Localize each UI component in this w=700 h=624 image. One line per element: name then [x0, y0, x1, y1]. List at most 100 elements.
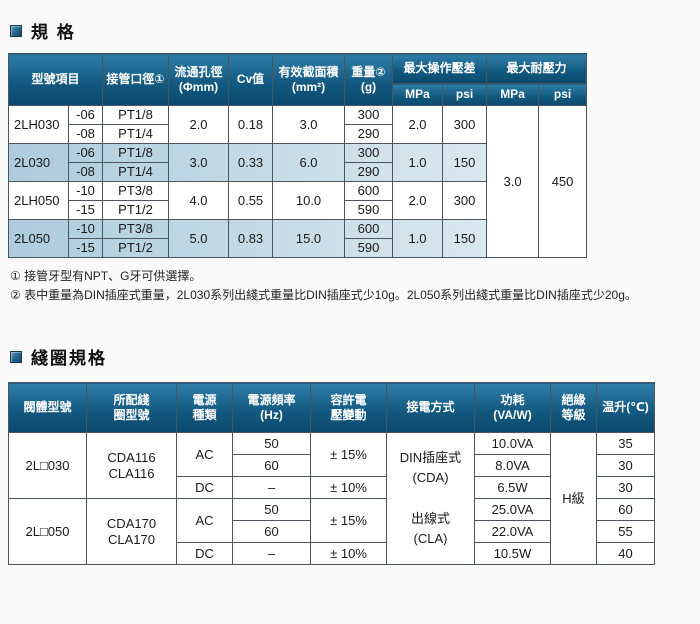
spec-title-text: 規 格	[31, 23, 76, 42]
header-frequency: 電源頻率 (Hz)	[232, 382, 311, 434]
cell-cv: 0.18	[228, 105, 274, 144]
cell-size-code: -06	[67, 105, 104, 125]
header-power: 功耗 (VA/W)	[474, 382, 551, 434]
cell-cv: 0.83	[228, 219, 274, 258]
header-op-mpa: MPa	[392, 83, 444, 106]
cell-orifice: 4.0	[168, 181, 230, 220]
table-row: 2LH050 -10 PT3/8 4.0 0.55 10.0 600 2.0 3…	[8, 181, 587, 220]
cell-power-type: DC	[176, 476, 233, 500]
cell-weight: 590	[344, 238, 394, 258]
table-header-row: MPa psi MPa psi	[9, 83, 588, 106]
cell-area: 10.0	[272, 181, 346, 220]
spec-table: 型號項目 接管口徑① 流通孔徑 (Φmm) Cv值 有效截面積 (mm²) 重量…	[7, 53, 588, 258]
header-orifice: 流通孔徑 (Φmm)	[168, 53, 230, 106]
cell-port: PT1/2	[102, 238, 170, 258]
cell-voltage-fluct: ± 10%	[310, 476, 387, 500]
cell-frequency: 60	[232, 454, 311, 478]
cell-port: PT1/8	[102, 105, 170, 125]
cell-op-mpa: 2.0	[392, 105, 444, 144]
cell-port: PT3/8	[102, 181, 170, 201]
cell-cv: 0.33	[228, 143, 274, 182]
header-connection: 接電方式	[386, 382, 475, 434]
cell-weight: 290	[344, 162, 394, 182]
spec-section-title: 規 格	[10, 18, 700, 43]
header-proof-mpa: MPa	[486, 83, 540, 106]
cell-frequency: 60	[232, 520, 311, 544]
header-port: 接管口徑①	[102, 53, 170, 106]
footnote-2: ② 表中重量為DIN插座式重量，2L030系列出綫式重量比DIN插座式少10g。…	[10, 287, 637, 302]
cell-weight: 600	[344, 181, 394, 201]
cell-weight: 300	[344, 105, 394, 125]
table-header-row: 型號項目 接管口徑① 流通孔徑 (Φmm) Cv值 有效截面積 (mm²) 重量…	[7, 53, 588, 106]
cell-temp-rise: 30	[596, 476, 655, 500]
table-row: 60 8.0VA 30	[9, 454, 655, 478]
cell-frequency: 50	[232, 498, 311, 522]
cell-temp-rise: 55	[596, 520, 655, 544]
table-row: DC – ± 10% 6.5W 30	[9, 476, 655, 500]
cell-power: 10.0VA	[474, 432, 551, 456]
cell-orifice: 5.0	[168, 219, 230, 258]
table-row: 60 22.0VA 55	[9, 520, 655, 544]
cell-temp-rise: 30	[596, 454, 655, 478]
cell-insulation: H級	[550, 432, 597, 566]
table-row: 2L050 -10 PT3/8 5.0 0.83 15.0 600 1.0 15…	[8, 219, 587, 258]
cell-connection: DIN插座式 (CDA) 出線式 (CLA)	[386, 432, 475, 566]
header-coil-model: 所配綫 圈型號	[86, 382, 177, 434]
cell-orifice: 3.0	[168, 143, 230, 182]
cell-coil-model: CDA116 CLA116	[86, 432, 177, 500]
cell-size-code: -15	[67, 200, 104, 220]
cell-voltage-fluct: ± 15%	[310, 498, 387, 544]
cell-op-mpa: 2.0	[392, 181, 444, 220]
cell-power: 8.0VA	[474, 454, 551, 478]
cell-op-psi: 150	[442, 219, 488, 258]
header-weight: 重量② (g)	[344, 53, 394, 106]
cell-model: 2L030	[8, 143, 69, 182]
header-proof-psi: psi	[538, 83, 588, 106]
header-max-op-diff: 最大操作壓差	[392, 53, 488, 84]
cell-weight: 300	[344, 143, 394, 163]
cell-model: 2L050	[8, 219, 69, 258]
header-power-type: 電源 種類	[176, 382, 233, 434]
cell-proof-psi: 450	[538, 105, 588, 258]
cell-op-psi: 300	[442, 181, 488, 220]
datasheet-page: 規 格 型號項目 接管口徑① 流通孔徑 (Φmm) Cv值 有效截面積 (mm²…	[0, 18, 700, 624]
cell-area: 6.0	[272, 143, 346, 182]
cell-voltage-fluct: ± 10%	[310, 542, 387, 566]
cell-size-code: -08	[67, 124, 104, 144]
cell-frequency: –	[232, 542, 311, 566]
cell-port: PT1/2	[102, 200, 170, 220]
cell-size-code: -08	[67, 162, 104, 182]
table-row: 2L□050 CDA170 CLA170 AC 50 ± 15% 25.0VA …	[8, 498, 655, 566]
cell-body-model: 2L□050	[8, 498, 87, 566]
cell-voltage-fluct: ± 15%	[310, 432, 387, 478]
header-max-proof: 最大耐壓力	[486, 53, 588, 84]
cell-power-type: DC	[176, 542, 233, 566]
cell-op-psi: 150	[442, 143, 488, 182]
cell-temp-rise: 35	[596, 432, 655, 456]
cell-temp-rise: 40	[596, 542, 655, 566]
table-row: DC – ± 10% 10.5W 40	[9, 542, 655, 566]
cell-power: 22.0VA	[474, 520, 551, 544]
table-row: 2L□030 CDA116 CLA116 AC 50 ± 15% DIN插座式 …	[8, 432, 655, 566]
cell-power: 25.0VA	[474, 498, 551, 522]
cell-weight: 590	[344, 200, 394, 220]
cell-power: 10.5W	[474, 542, 551, 566]
cell-port: PT1/8	[102, 143, 170, 163]
cell-frequency: 50	[232, 432, 311, 456]
header-op-psi: psi	[442, 83, 488, 106]
header-body-model: 閥體型號	[8, 382, 87, 434]
cell-proof-mpa: 3.0	[486, 105, 540, 258]
cell-power-type: AC	[176, 498, 233, 544]
cell-port: PT1/4	[102, 162, 170, 182]
table-row: 2L030 -06 PT1/8 3.0 0.33 6.0 300 1.0 150	[8, 143, 587, 182]
cell-orifice: 2.0	[168, 105, 230, 144]
table-row: 2LH030 -06 PT1/8 2.0 0.18 3.0 300 2.0 30…	[8, 105, 588, 258]
coil-spec-table: 閥體型號 所配綫 圈型號 電源 種類 電源頻率 (Hz) 容許電 壓變動 接電方…	[8, 382, 655, 566]
cell-model: 2LH050	[8, 181, 69, 220]
cell-size-code: -06	[67, 143, 104, 163]
header-cv: Cv值	[228, 53, 274, 106]
cell-size-code: -10	[67, 181, 104, 201]
section-bullet-icon	[10, 350, 22, 363]
footnote-1: ① 接管牙型有NPT、G牙可供選擇。	[10, 269, 202, 283]
spec-footnotes: ① 接管牙型有NPT、G牙可供選擇。 ② 表中重量為DIN插座式重量，2L030…	[10, 267, 658, 304]
